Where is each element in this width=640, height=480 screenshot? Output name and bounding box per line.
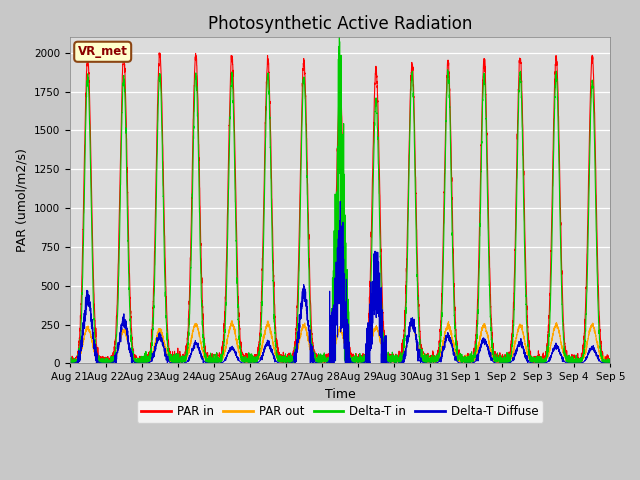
Delta-T in [335, 35, 343, 40]
Delta-T Diffuse [606, 360, 614, 366]
Line: PAR out: PAR out [70, 321, 611, 363]
PAR in [607, 357, 614, 363]
Delta-T in [320, 358, 328, 363]
PAR out [607, 359, 614, 365]
PAR out [163, 351, 171, 357]
PAR in [163, 318, 171, 324]
Legend: PAR in, PAR out, Delta-T in, Delta-T Diffuse: PAR in, PAR out, Delta-T in, Delta-T Dif… [137, 400, 543, 423]
PAR in [606, 357, 614, 362]
Line: PAR in: PAR in [70, 53, 611, 363]
Delta-T Diffuse [461, 360, 469, 366]
Line: Delta-T Diffuse: Delta-T Diffuse [70, 201, 611, 363]
PAR in [461, 355, 469, 361]
PAR out [68, 360, 76, 366]
PAR out [228, 318, 236, 324]
Delta-T Diffuse [66, 360, 74, 366]
Delta-T in [492, 355, 500, 360]
PAR out [66, 359, 74, 365]
PAR in [156, 50, 163, 56]
Delta-T in [431, 358, 439, 363]
Delta-T Diffuse [607, 360, 614, 366]
Delta-T Diffuse [74, 360, 82, 366]
Delta-T Diffuse [320, 360, 328, 366]
Delta-T Diffuse [337, 198, 344, 204]
Delta-T in [163, 337, 171, 343]
PAR out [461, 359, 469, 365]
Text: VR_met: VR_met [78, 45, 127, 58]
PAR in [320, 358, 328, 364]
PAR in [69, 360, 77, 366]
PAR out [606, 358, 614, 363]
X-axis label: Time: Time [324, 388, 355, 401]
Delta-T in [606, 357, 614, 362]
Delta-T Diffuse [492, 360, 500, 366]
PAR out [320, 357, 328, 362]
Delta-T in [461, 353, 469, 359]
Delta-T Diffuse [431, 360, 439, 366]
PAR out [492, 357, 500, 362]
Delta-T Diffuse [163, 355, 171, 361]
Title: Photosynthetic Active Radiation: Photosynthetic Active Radiation [208, 15, 472, 33]
Delta-T in [607, 358, 614, 363]
Delta-T in [66, 360, 74, 366]
PAR in [492, 350, 500, 356]
Line: Delta-T in: Delta-T in [70, 37, 611, 363]
PAR out [431, 358, 439, 364]
PAR in [66, 356, 74, 361]
PAR in [431, 358, 439, 363]
Y-axis label: PAR (umol/m2/s): PAR (umol/m2/s) [15, 148, 28, 252]
Delta-T in [66, 360, 74, 366]
